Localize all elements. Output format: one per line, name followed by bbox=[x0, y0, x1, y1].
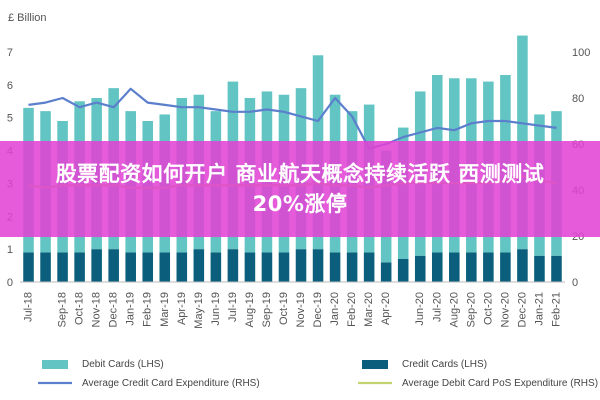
credit-cards-bar bbox=[142, 252, 154, 282]
credit-cards-bar bbox=[244, 252, 256, 282]
credit-cards-bar bbox=[295, 249, 307, 282]
unit-label: £ Billion bbox=[8, 12, 47, 24]
credit-cards-bar bbox=[74, 252, 85, 282]
x-axis-tick: Jan-20 bbox=[329, 292, 341, 326]
x-axis-tick: Jun-19 bbox=[210, 292, 222, 326]
left-axis-tick: 1 bbox=[7, 244, 13, 256]
credit-cards-bar bbox=[500, 252, 511, 282]
credit-cards-bar bbox=[466, 252, 477, 282]
headline-line-1: 股票配资如何开户 商业航天概念持续活跃 西测测试 bbox=[55, 162, 545, 186]
credit-cards-bar bbox=[278, 252, 290, 282]
left-axis-tick: 7 bbox=[7, 47, 13, 59]
credit-cards-bar bbox=[517, 249, 528, 282]
credit-cards-bar bbox=[329, 252, 341, 282]
x-axis-tick: Feb-20 bbox=[346, 292, 358, 327]
x-axis-tick: Nov-19 bbox=[295, 292, 307, 327]
credit-cards-bar bbox=[57, 252, 68, 282]
legend-swatch bbox=[362, 360, 388, 369]
x-axis-tick: Oct-18 bbox=[74, 292, 86, 325]
legend-label: Average Debit Card PoS Expenditure (RHS) bbox=[402, 378, 598, 389]
right-axis-tick: 100 bbox=[572, 47, 590, 59]
credit-cards-bar bbox=[108, 249, 119, 282]
credit-cards-bar bbox=[534, 255, 545, 282]
right-axis-tick: 80 bbox=[572, 93, 584, 105]
credit-cards-bar bbox=[312, 249, 324, 282]
x-axis-tick: Dec-19 bbox=[312, 292, 324, 327]
left-axis-tick: 6 bbox=[7, 80, 13, 92]
credit-cards-bar bbox=[414, 255, 426, 282]
credit-cards-bar bbox=[23, 252, 34, 282]
x-axis-tick: Apr-20 bbox=[380, 292, 392, 325]
credit-cards-bar bbox=[449, 252, 460, 282]
x-axis-tick: Dec-18 bbox=[108, 292, 120, 327]
legend-label: Debit Cards (LHS) bbox=[82, 359, 164, 370]
credit-cards-bar bbox=[176, 252, 188, 282]
credit-cards-bar bbox=[125, 252, 136, 282]
x-axis-tick: Oct-20 bbox=[482, 292, 494, 325]
credit-cards-bar bbox=[261, 252, 273, 282]
x-axis-tick: Oct-19 bbox=[278, 292, 290, 325]
x-axis-tick: Dec-20 bbox=[516, 292, 528, 327]
x-axis-tick: Mar-20 bbox=[363, 292, 375, 327]
x-axis-tick: Feb-21 bbox=[550, 292, 562, 327]
credit-cards-bar bbox=[483, 252, 494, 282]
x-axis-tick: Mar-19 bbox=[159, 292, 171, 327]
x-axis: Jul-18 Sep-18 Oct-18 Nov-18 Dec-18 Jan-19 Feb-… bbox=[20, 281, 565, 329]
legend-label: Average Credit Card Expenditure (RHS) bbox=[82, 378, 260, 389]
x-axis-tick: Jan-21 bbox=[533, 292, 545, 326]
x-axis-tick: Sep-20 bbox=[465, 292, 477, 327]
x-axis-tick: Sep-18 bbox=[57, 292, 69, 327]
left-axis-tick: 5 bbox=[7, 113, 13, 125]
x-axis-tick: Aug-19 bbox=[244, 292, 256, 327]
credit-cards-bar bbox=[551, 255, 562, 282]
credit-cards-bar bbox=[397, 259, 409, 282]
x-axis-tick: Sep-19 bbox=[261, 292, 273, 327]
avg-credit-expenditure-line bbox=[28, 87, 557, 150]
x-axis-tick: Jan-19 bbox=[125, 292, 137, 326]
x-axis-tick: Nov-20 bbox=[499, 292, 511, 327]
credit-cards-bar bbox=[159, 252, 171, 282]
x-axis-tick: Jun-20 bbox=[414, 292, 426, 326]
credit-cards-bar bbox=[431, 252, 443, 282]
legend-label: Credit Cards (LHS) bbox=[402, 359, 487, 370]
x-axis-tick: Aug-20 bbox=[448, 292, 460, 327]
chart-legend: Debit Cards (LHS) Credit Cards (LHS) Avera… bbox=[38, 359, 598, 389]
credit-cards-bar bbox=[380, 262, 392, 282]
credit-cards-bar bbox=[91, 249, 102, 282]
credit-cards-bar bbox=[40, 252, 51, 282]
x-axis-tick: Nov-18 bbox=[91, 292, 103, 327]
x-axis-tick: Jul-20 bbox=[431, 292, 443, 322]
credit-cards-bar bbox=[363, 252, 375, 282]
x-axis-tick: Jul-18 bbox=[23, 292, 35, 322]
credit-cards-bar bbox=[227, 249, 239, 282]
credit-cards-bar bbox=[346, 252, 358, 282]
headline-banner: 股票配资如何开户 商业航天概念持续活跃 西测测试 20%涨停 bbox=[0, 141, 600, 237]
headline-line-2: 20%涨停 bbox=[252, 192, 348, 216]
x-axis-tick: Apr-19 bbox=[176, 292, 188, 325]
left-axis-tick: 0 bbox=[7, 277, 13, 289]
x-axis-tick: May-19 bbox=[193, 292, 205, 329]
credit-cards-bar bbox=[210, 252, 222, 282]
legend-swatch bbox=[42, 360, 68, 369]
right-axis-tick: 0 bbox=[572, 277, 578, 289]
x-axis-tick: Feb-19 bbox=[142, 292, 154, 327]
x-axis-tick: Jul-19 bbox=[227, 292, 239, 322]
credit-cards-bar bbox=[193, 249, 205, 282]
